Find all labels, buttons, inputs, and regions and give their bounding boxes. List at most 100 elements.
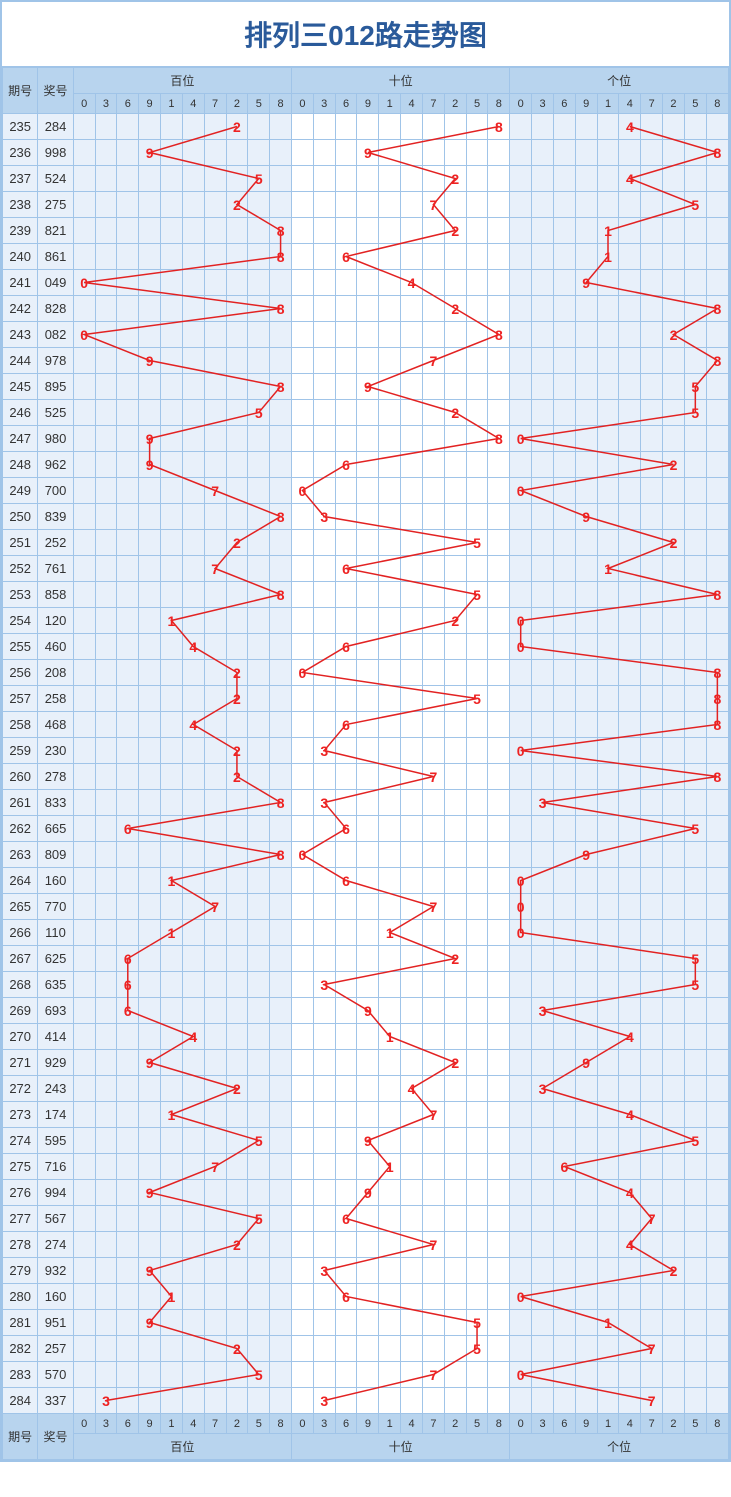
cell-empty	[684, 1388, 706, 1414]
cell-empty	[161, 348, 183, 374]
cell-empty	[182, 1284, 204, 1310]
cell-empty	[663, 1232, 685, 1258]
cell-empty	[139, 1128, 161, 1154]
cell-empty	[575, 296, 597, 322]
cell-empty	[226, 478, 248, 504]
cell-value: 5	[684, 374, 706, 400]
cell-value: 2	[226, 530, 248, 556]
cell-empty	[422, 478, 444, 504]
cell-empty	[204, 426, 226, 452]
cell-empty	[488, 1284, 510, 1310]
cell-empty	[575, 972, 597, 998]
table-footer: 期号奖号036914725803691472580369147258百位十位个位	[3, 1414, 729, 1460]
cell-empty	[292, 1284, 314, 1310]
cell-empty	[226, 790, 248, 816]
cell-empty	[182, 504, 204, 530]
cell-empty	[510, 556, 532, 582]
cell-empty	[684, 1024, 706, 1050]
cell-empty	[117, 842, 139, 868]
cell-empty	[619, 816, 641, 842]
cell-empty	[444, 1128, 466, 1154]
header-col: 9	[139, 94, 161, 114]
cell-empty	[597, 400, 619, 426]
cell-empty	[401, 1024, 423, 1050]
cell-period: 248	[3, 452, 38, 478]
cell-empty	[663, 478, 685, 504]
cell-empty	[532, 946, 554, 972]
cell-empty	[553, 660, 575, 686]
cell-empty	[313, 1154, 335, 1180]
cell-empty	[161, 400, 183, 426]
cell-empty	[139, 972, 161, 998]
cell-empty	[422, 504, 444, 530]
cell-empty	[641, 790, 663, 816]
cell-value: 9	[139, 1258, 161, 1284]
cell-empty	[357, 556, 379, 582]
cell-empty	[95, 1024, 117, 1050]
cell-empty	[335, 114, 357, 140]
cell-empty	[663, 1284, 685, 1310]
cell-empty	[182, 660, 204, 686]
cell-empty	[663, 556, 685, 582]
cell-empty	[663, 582, 685, 608]
cell-empty	[488, 1024, 510, 1050]
cell-empty	[357, 1362, 379, 1388]
cell-empty	[248, 634, 270, 660]
cell-value: 0	[292, 478, 314, 504]
cell-value: 2	[226, 1076, 248, 1102]
cell-empty	[357, 530, 379, 556]
cell-empty	[684, 1310, 706, 1336]
cell-empty	[553, 582, 575, 608]
cell-empty	[706, 894, 728, 920]
cell-empty	[270, 192, 292, 218]
cell-empty	[422, 322, 444, 348]
cell-empty	[73, 894, 95, 920]
cell-empty	[139, 1024, 161, 1050]
cell-empty	[204, 1180, 226, 1206]
cell-number: 839	[38, 504, 73, 530]
cell-empty	[117, 894, 139, 920]
cell-value: 2	[226, 764, 248, 790]
cell-empty	[117, 582, 139, 608]
cell-empty	[335, 140, 357, 166]
cell-empty	[161, 426, 183, 452]
cell-value: 4	[619, 1232, 641, 1258]
cell-empty	[292, 608, 314, 634]
cell-empty	[117, 1206, 139, 1232]
cell-empty	[161, 556, 183, 582]
cell-empty	[466, 192, 488, 218]
cell-empty	[161, 166, 183, 192]
cell-empty	[575, 634, 597, 660]
cell-empty	[379, 1284, 401, 1310]
cell-empty	[510, 1310, 532, 1336]
header-col: 8	[706, 94, 728, 114]
cell-empty	[684, 1362, 706, 1388]
cell-empty	[706, 426, 728, 452]
cell-value: 6	[335, 816, 357, 842]
cell-empty	[444, 1362, 466, 1388]
cell-empty	[95, 1336, 117, 1362]
cell-empty	[575, 1076, 597, 1102]
cell-empty	[379, 192, 401, 218]
cell-empty	[139, 1232, 161, 1258]
cell-value: 0	[73, 322, 95, 348]
header-col: 6	[553, 94, 575, 114]
cell-empty	[532, 764, 554, 790]
cell-empty	[510, 998, 532, 1024]
cell-empty	[313, 1336, 335, 1362]
cell-value: 0	[510, 1284, 532, 1310]
cell-value: 2	[226, 660, 248, 686]
cell-empty	[488, 790, 510, 816]
cell-empty	[335, 1232, 357, 1258]
cell-empty	[379, 608, 401, 634]
cell-empty	[401, 1180, 423, 1206]
cell-empty	[684, 1336, 706, 1362]
cell-empty	[684, 1102, 706, 1128]
cell-empty	[139, 218, 161, 244]
cell-period: 255	[3, 634, 38, 660]
cell-empty	[553, 556, 575, 582]
cell-empty	[357, 452, 379, 478]
cell-empty	[488, 1102, 510, 1128]
cell-empty	[161, 1206, 183, 1232]
cell-empty	[684, 218, 706, 244]
